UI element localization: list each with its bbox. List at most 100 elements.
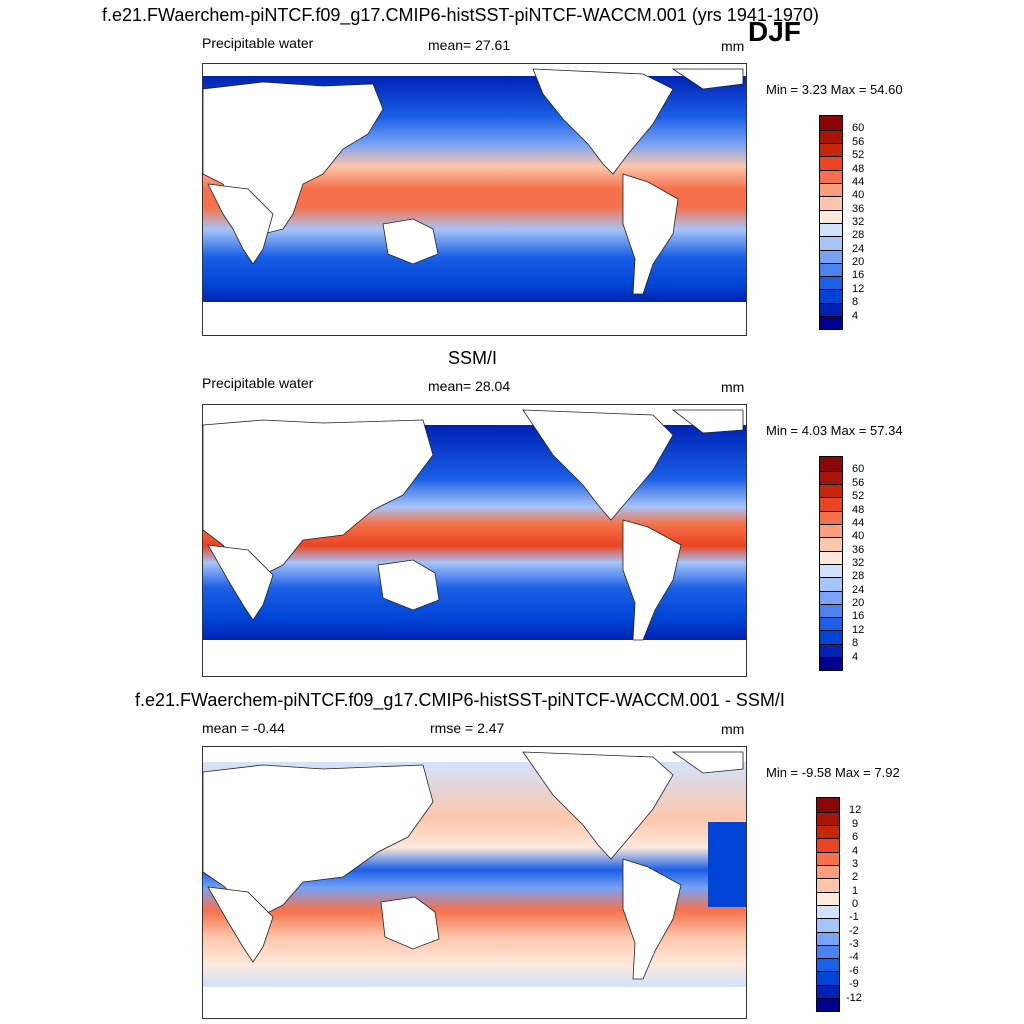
colorbar-2-cell bbox=[820, 644, 842, 657]
colorbar-3-cell bbox=[817, 812, 839, 825]
colorbar-3-cell bbox=[817, 798, 839, 812]
colorbar-1-tick: 44 bbox=[852, 176, 865, 188]
colorbar-1-tick: 56 bbox=[852, 136, 865, 148]
colorbar-1-tick: 4 bbox=[852, 310, 859, 322]
colorbar-1-tick: 28 bbox=[852, 229, 865, 241]
colorbar-2-tick: 48 bbox=[852, 504, 865, 516]
colorbar-1-cell bbox=[820, 236, 842, 250]
panel-1-colorbar bbox=[819, 115, 843, 330]
colorbar-3-tick: 1 bbox=[852, 885, 859, 897]
colorbar-1-tick: 12 bbox=[852, 283, 865, 295]
colorbar-2-cell bbox=[820, 511, 842, 524]
panel-1-units-label: mm bbox=[721, 38, 745, 54]
colorbar-2-tick: 60 bbox=[852, 463, 865, 475]
colorbar-2-tick: 12 bbox=[852, 624, 865, 636]
colorbar-2-tick: 20 bbox=[852, 597, 865, 609]
panel-1-minmax: Min = 3.23 Max = 54.60 bbox=[766, 82, 903, 97]
colorbar-1-cell bbox=[820, 223, 842, 236]
colorbar-2-cell bbox=[820, 657, 842, 670]
colorbar-1-tick: 52 bbox=[852, 149, 865, 161]
colorbar-3-tick: -9 bbox=[849, 978, 859, 990]
panel-2-left-label: Precipitable water bbox=[202, 375, 314, 391]
panel-1-map bbox=[202, 63, 747, 336]
colorbar-3-cell bbox=[817, 998, 839, 1011]
colorbar-3-cell bbox=[817, 838, 839, 852]
panel-2-units-label: mm bbox=[721, 379, 745, 395]
colorbar-2-cell bbox=[820, 617, 842, 630]
colorbar-2-tick: 32 bbox=[852, 557, 865, 569]
colorbar-3-tick: -12 bbox=[846, 992, 862, 1004]
colorbar-1-cell bbox=[820, 289, 842, 303]
colorbar-3-cell bbox=[817, 878, 839, 892]
colorbar-2-cell bbox=[820, 457, 842, 471]
colorbar-1-tick: 24 bbox=[852, 243, 865, 255]
colorbar-2-cell bbox=[820, 537, 842, 551]
colorbar-1-cell bbox=[820, 210, 842, 223]
colorbar-3-tick: -1 bbox=[849, 911, 859, 923]
colorbar-3-tick: -2 bbox=[849, 925, 859, 937]
panel-2-title: SSM/I bbox=[448, 348, 498, 368]
colorbar-1-tick: 40 bbox=[852, 189, 865, 201]
colorbar-1-cell bbox=[820, 303, 842, 316]
colorbar-2-tick: 16 bbox=[852, 610, 865, 622]
colorbar-1-tick: 32 bbox=[852, 216, 865, 228]
colorbar-2-tick: 24 bbox=[852, 584, 865, 596]
panel-2-map bbox=[202, 404, 747, 677]
colorbar-1-tick: 36 bbox=[852, 203, 865, 215]
colorbar-2-cell bbox=[820, 484, 842, 497]
panel-3-units-label: mm bbox=[721, 721, 745, 737]
colorbar-1-cell bbox=[820, 130, 842, 143]
colorbar-3-cell bbox=[817, 865, 839, 878]
colorbar-2-tick: 52 bbox=[852, 490, 865, 502]
colorbar-2-tick: 28 bbox=[852, 570, 865, 582]
colorbar-2-cell bbox=[820, 577, 842, 591]
colorbar-3-tick: 4 bbox=[852, 845, 859, 857]
colorbar-3-tick: 12 bbox=[849, 804, 862, 816]
colorbar-2-cell bbox=[820, 471, 842, 484]
colorbar-1-cell bbox=[820, 170, 842, 183]
colorbar-3-tick: 9 bbox=[852, 818, 859, 830]
colorbar-3-tick: 2 bbox=[852, 871, 859, 883]
colorbar-3-tick: -3 bbox=[849, 938, 859, 950]
panel-3-rmse-label: rmse = 2.47 bbox=[430, 720, 505, 736]
colorbar-1-cell bbox=[820, 263, 842, 276]
panel-3-map bbox=[202, 746, 747, 1019]
colorbar-3-cell bbox=[817, 945, 839, 958]
colorbar-2-tick: 36 bbox=[852, 544, 865, 556]
colorbar-3-tick: 6 bbox=[852, 831, 859, 843]
panel-1-map-svg bbox=[203, 64, 746, 335]
panel-2-map-svg bbox=[203, 405, 746, 676]
colorbar-2-cell bbox=[820, 591, 842, 604]
colorbar-2-cell bbox=[820, 497, 842, 511]
colorbar-3-cell bbox=[817, 971, 839, 985]
colorbar-1-tick: 8 bbox=[852, 296, 859, 308]
colorbar-2-tick: 40 bbox=[852, 530, 865, 542]
panel-1-mean-label: mean= 27.61 bbox=[428, 37, 511, 53]
colorbar-1-tick: 16 bbox=[852, 269, 865, 281]
colorbar-2-tick: 4 bbox=[852, 651, 859, 663]
colorbar-1-cell bbox=[820, 196, 842, 210]
colorbar-1-cell bbox=[820, 116, 842, 130]
colorbar-1-tick: 20 bbox=[852, 256, 865, 268]
colorbar-3-tick: 3 bbox=[852, 858, 859, 870]
colorbar-3-cell bbox=[817, 852, 839, 865]
colorbar-1-cell bbox=[820, 250, 842, 263]
colorbar-1-tick: 60 bbox=[852, 122, 865, 134]
colorbar-2-cell bbox=[820, 604, 842, 617]
panel-1-left-label: Precipitable water bbox=[202, 35, 314, 51]
colorbar-1-cell bbox=[820, 276, 842, 289]
colorbar-2-cell bbox=[820, 564, 842, 577]
colorbar-3-cell bbox=[817, 932, 839, 945]
colorbar-3-cell bbox=[817, 892, 839, 905]
panel-3-title: f.e21.FWaerchem-piNTCF.f09_g17.CMIP6-his… bbox=[135, 690, 785, 710]
colorbar-3-tick: -4 bbox=[849, 951, 859, 963]
colorbar-1-tick: 48 bbox=[852, 163, 865, 175]
colorbar-3-cell bbox=[817, 825, 839, 838]
panel-3-mean-label: mean = -0.44 bbox=[202, 720, 285, 736]
colorbar-2-cell bbox=[820, 630, 842, 644]
colorbar-3-tick: -6 bbox=[849, 965, 859, 977]
colorbar-2-tick: 56 bbox=[852, 477, 865, 489]
colorbar-1-cell bbox=[820, 156, 842, 170]
colorbar-2-cell bbox=[820, 524, 842, 537]
colorbar-1-cell bbox=[820, 316, 842, 329]
